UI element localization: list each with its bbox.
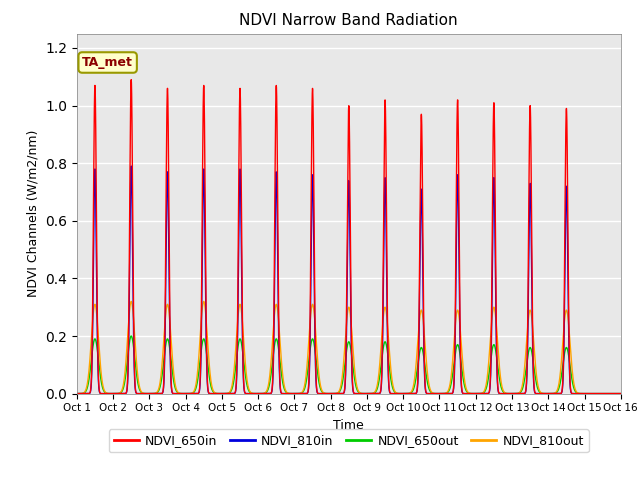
NDVI_650in <box>189 391 197 396</box>
NDVI_810in <box>615 391 623 396</box>
NDVI_810out <box>127 299 135 304</box>
NDVI_810in <box>617 391 625 396</box>
NDVI_650out <box>73 391 81 396</box>
NDVI_650in <box>501 391 509 396</box>
NDVI_810out <box>189 389 197 395</box>
Legend: NDVI_650in, NDVI_810in, NDVI_650out, NDVI_810out: NDVI_650in, NDVI_810in, NDVI_650out, NDV… <box>109 429 589 452</box>
NDVI_810out <box>73 391 81 396</box>
NDVI_810in <box>189 391 197 396</box>
NDVI_650out <box>424 382 431 387</box>
Title: NDVI Narrow Band Radiation: NDVI Narrow Band Radiation <box>239 13 458 28</box>
NDVI_810out <box>424 374 431 380</box>
Line: NDVI_650in: NDVI_650in <box>77 80 621 394</box>
NDVI_810out <box>615 391 623 396</box>
Line: NDVI_650out: NDVI_650out <box>77 336 621 394</box>
X-axis label: Time: Time <box>333 419 364 432</box>
NDVI_650out <box>617 391 625 396</box>
NDVI_810in <box>184 391 191 396</box>
NDVI_810out <box>501 390 509 396</box>
NDVI_650out <box>276 363 284 369</box>
NDVI_810out <box>617 391 625 396</box>
NDVI_810in <box>276 387 284 393</box>
NDVI_810in <box>127 163 135 169</box>
NDVI_650in <box>424 391 431 396</box>
NDVI_810in <box>501 391 509 396</box>
Text: TA_met: TA_met <box>82 56 133 69</box>
NDVI_650in <box>127 77 135 83</box>
NDVI_650in <box>73 391 81 396</box>
NDVI_650in <box>615 391 623 396</box>
NDVI_650out <box>127 333 135 339</box>
NDVI_810in <box>73 391 81 396</box>
NDVI_650in <box>184 391 191 396</box>
NDVI_810out <box>184 391 191 396</box>
Line: NDVI_810in: NDVI_810in <box>77 166 621 394</box>
NDVI_650out <box>189 390 197 396</box>
NDVI_650in <box>276 386 284 392</box>
NDVI_650out <box>501 390 509 396</box>
NDVI_810out <box>276 346 284 351</box>
NDVI_650out <box>615 391 623 396</box>
Y-axis label: NDVI Channels (W/m2/nm): NDVI Channels (W/m2/nm) <box>26 130 40 297</box>
NDVI_650out <box>184 391 191 396</box>
NDVI_810in <box>424 391 431 396</box>
Line: NDVI_810out: NDVI_810out <box>77 301 621 394</box>
NDVI_650in <box>617 391 625 396</box>
